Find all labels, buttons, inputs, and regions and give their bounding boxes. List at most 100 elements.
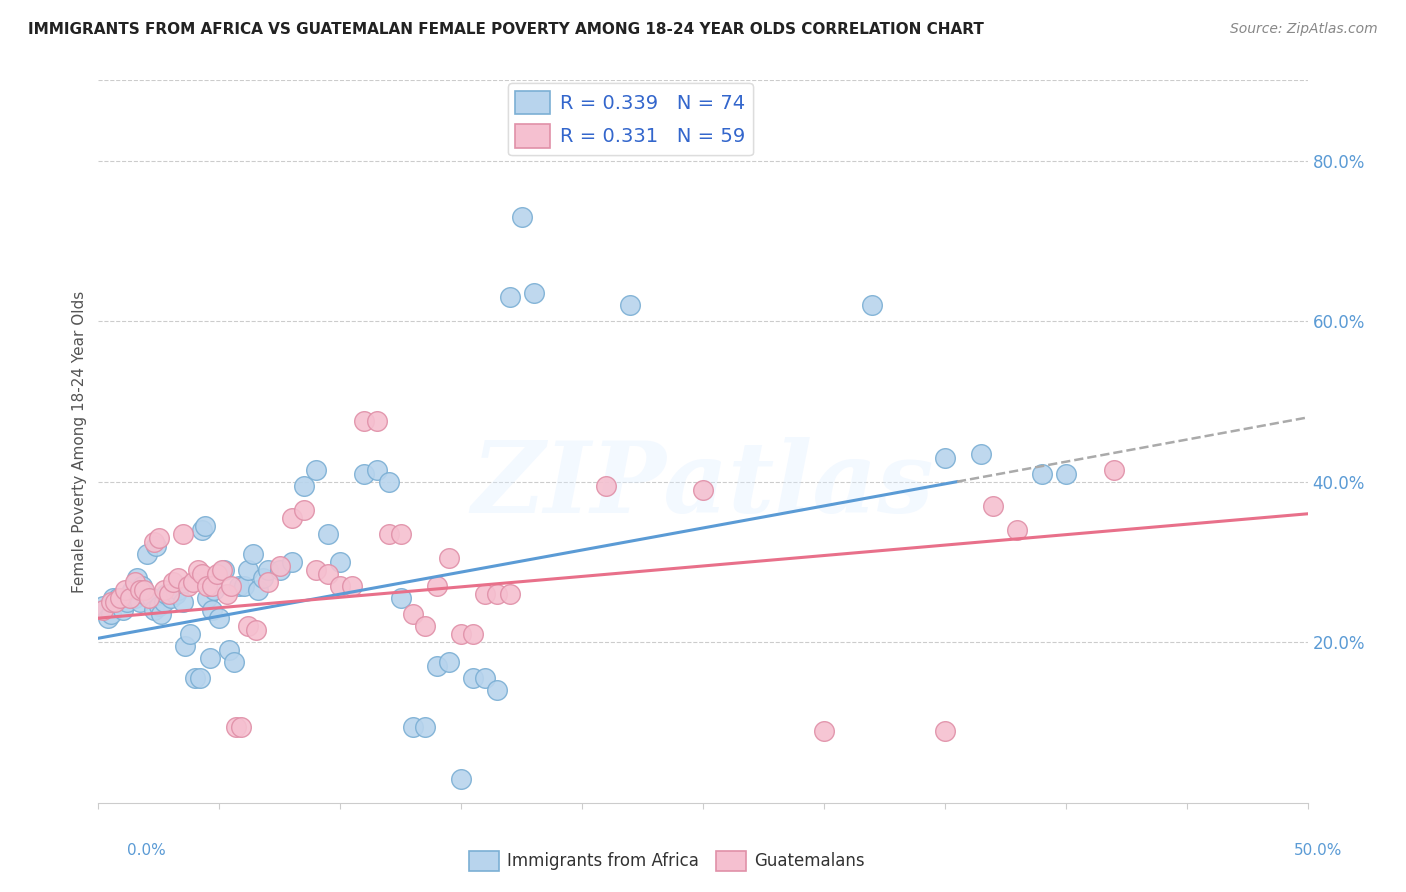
Point [160,591,183,605]
Point [377,526,399,541]
Point [316,567,339,582]
Point [970,446,993,460]
Point [167,583,190,598]
Point [463,627,485,641]
Point [91,599,114,614]
Point [107,591,129,605]
Point [252,571,274,585]
Point [177,579,200,593]
Point [474,671,496,685]
Point [131,579,153,593]
Point [426,659,449,673]
Point [377,475,399,489]
Point [111,603,134,617]
Point [692,483,714,497]
Point [148,599,170,614]
Point [91,603,114,617]
Point [201,579,224,593]
Point [201,603,224,617]
Point [179,627,201,641]
Point [329,555,352,569]
Point [463,671,485,685]
Y-axis label: Female Poverty Among 18-24 Year Olds: Female Poverty Among 18-24 Year Olds [72,291,87,592]
Point [366,462,388,476]
Point [191,567,214,582]
Point [813,723,835,738]
Point [145,539,167,553]
Point [619,298,641,312]
Point [212,563,235,577]
Point [155,587,177,601]
Point [208,611,231,625]
Point [498,290,520,304]
Point [389,526,412,541]
Point [402,719,425,733]
Point [104,595,127,609]
Point [143,534,166,549]
Point [413,719,436,733]
Point [191,523,214,537]
Point [167,571,190,585]
Point [188,671,211,685]
Point [229,719,252,733]
Point [281,510,304,524]
Point [118,587,141,601]
Text: IMMIGRANTS FROM AFRICA VS GUATEMALAN FEMALE POVERTY AMONG 18-24 YEAR OLDS CORREL: IMMIGRANTS FROM AFRICA VS GUATEMALAN FEM… [28,22,984,37]
Point [222,655,245,669]
Point [389,591,412,605]
Point [195,591,218,605]
Point [128,595,150,609]
Point [238,563,260,577]
Point [238,619,260,633]
Point [211,563,233,577]
Point [127,571,149,585]
Point [437,655,460,669]
Point [215,587,238,601]
Point [134,583,156,598]
Point [138,591,160,605]
Point [1102,462,1125,476]
Point [245,623,267,637]
Point [486,587,509,601]
Point [486,683,509,698]
Point [342,579,364,593]
Point [121,583,143,598]
Point [353,467,375,481]
Point [218,643,240,657]
Point [474,587,496,601]
Point [118,591,141,605]
Text: ZIPatlas: ZIPatlas [472,437,934,533]
Point [221,579,243,593]
Point [292,478,315,492]
Point [204,583,226,598]
Point [523,285,546,300]
Point [269,563,291,577]
Point [1007,523,1029,537]
Point [97,611,120,625]
Point [329,579,352,593]
Point [256,574,278,589]
Point [152,595,174,609]
Point [437,550,460,566]
Point [114,583,136,598]
Point [256,563,278,577]
Point [402,607,425,621]
Point [162,574,184,589]
Point [117,595,139,609]
Point [981,499,1004,513]
Point [108,591,131,605]
Point [134,587,156,601]
Point [152,583,174,598]
Point [143,603,166,617]
Point [135,547,157,561]
Point [124,591,146,605]
Point [450,627,472,641]
Point [150,607,173,621]
Point [281,555,304,569]
Text: 50.0%: 50.0% [1295,843,1343,858]
Point [165,587,187,601]
Point [934,723,956,738]
Point [860,298,883,312]
Point [157,587,180,601]
Point [100,595,122,609]
